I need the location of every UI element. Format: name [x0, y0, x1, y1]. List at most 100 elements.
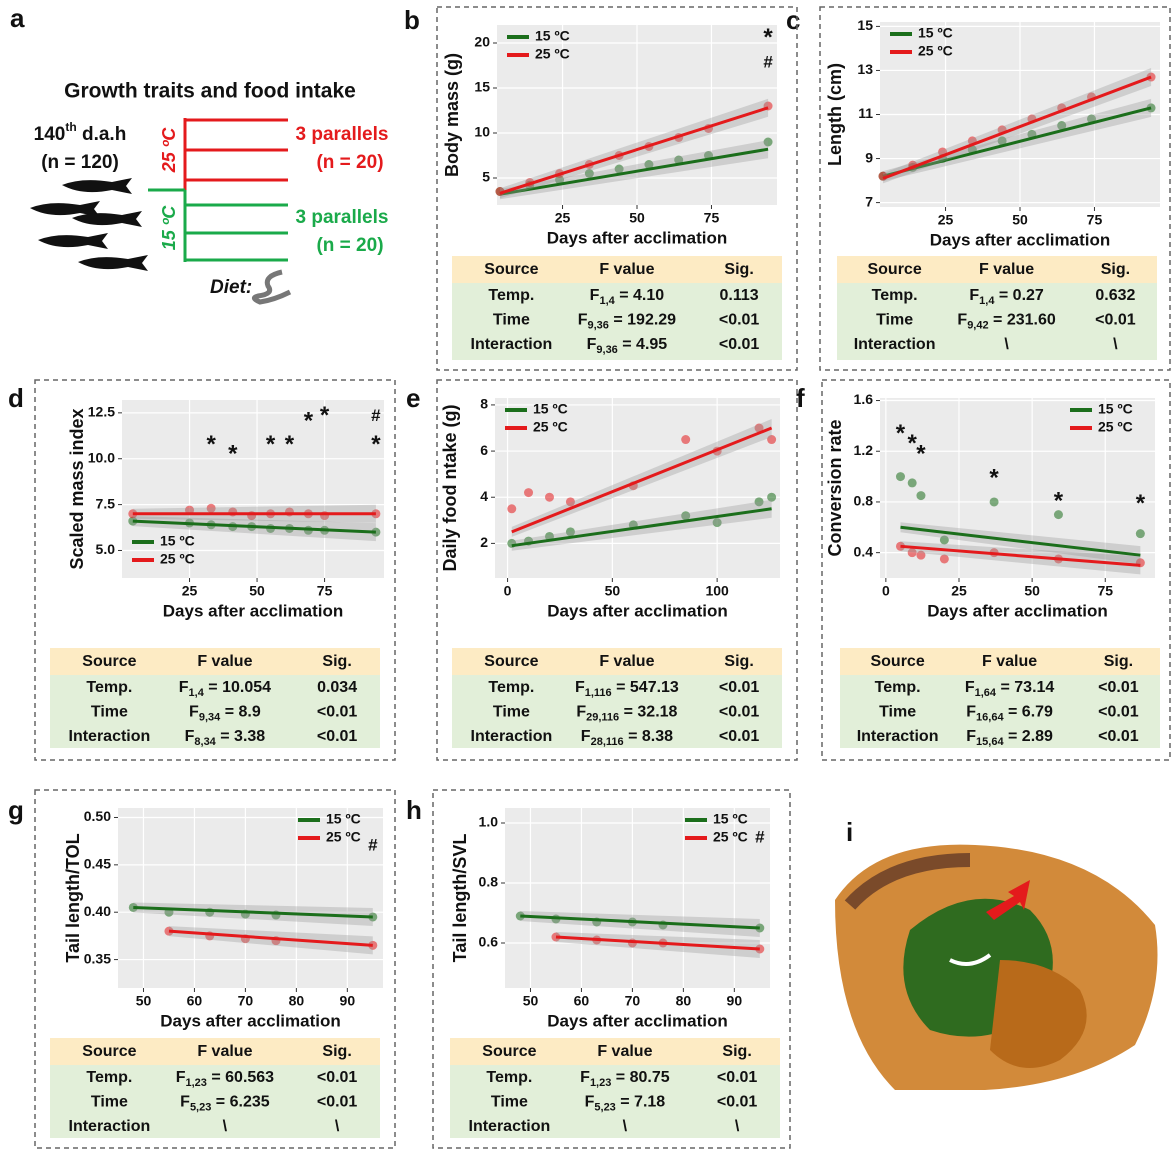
x-axis-title: Days after acclimation — [930, 230, 1110, 249]
f-stat: = 547.13 — [612, 679, 679, 696]
data-point — [1057, 121, 1067, 131]
cold-label: 15 ºC — [159, 205, 179, 251]
x-tick-label: 70 — [238, 993, 254, 1009]
table-cell: <0.01 — [719, 728, 760, 745]
legend-label: 15 ºC — [160, 533, 195, 549]
f-value: F5,23 = 6.235 — [180, 1094, 270, 1114]
f-value: F1,4 = 4.10 — [590, 287, 665, 307]
x-tick-label: 90 — [340, 993, 356, 1009]
x-tick-label: 50 — [605, 583, 621, 599]
x-tick-label: 75 — [1097, 583, 1113, 599]
fit-line — [499, 147, 769, 196]
y-tick-label: 4 — [480, 488, 488, 504]
data-point — [1053, 510, 1063, 520]
data-point — [681, 435, 691, 445]
significance-mark: * — [916, 440, 926, 467]
plot-background — [122, 400, 384, 578]
f-df: 1,4 — [599, 295, 615, 307]
chart: 5.0 7.5 10.0 12.5 25 50 75 Days after acclimati… — [67, 400, 384, 620]
table-header: F value — [599, 261, 654, 278]
legend-label: 25 ºC — [535, 46, 570, 62]
table-cell: 0.632 — [1095, 287, 1135, 304]
table-cell: \ — [223, 1118, 228, 1135]
data-point — [754, 497, 764, 507]
table-cell: <0.01 — [1098, 679, 1139, 696]
f-df: 15,64 — [976, 736, 1004, 748]
f-df: 8,34 — [194, 736, 216, 748]
f-value: F9,42 = 231.60 — [957, 312, 1055, 332]
data-point — [916, 491, 926, 501]
table-header: F value — [979, 261, 1034, 278]
table-cell: Interaction — [854, 336, 936, 353]
table-cell: <0.01 — [317, 704, 358, 721]
table-cell: Interaction — [857, 728, 939, 745]
data-point — [916, 550, 926, 560]
arrow — [986, 880, 1030, 920]
y-tick-label: 1.6 — [854, 391, 874, 407]
table-header: Source — [484, 261, 538, 278]
f-symbol: F — [189, 704, 199, 721]
data-point — [524, 488, 534, 498]
table-header: Sig. — [1104, 653, 1133, 670]
data-point — [1135, 529, 1145, 539]
data-point — [555, 175, 565, 185]
f-value: F1,23 = 60.563 — [176, 1069, 274, 1089]
data-point — [939, 535, 949, 545]
legend-label: 25 ºC — [160, 551, 195, 567]
f-value: F1,4 = 0.27 — [969, 287, 1044, 307]
table-header: F value — [599, 653, 654, 670]
panel-label: f — [796, 383, 805, 413]
significance-mark: * — [763, 24, 773, 51]
f-symbol: F — [575, 679, 585, 696]
significance-mark: * — [266, 431, 276, 458]
legend-label: 25 ºC — [533, 419, 568, 435]
f-symbol: F — [576, 704, 586, 721]
data-point — [989, 497, 999, 507]
table-header: Sig. — [322, 1043, 351, 1060]
f-stat: = 4.95 — [618, 336, 667, 353]
table-cell: \ — [335, 1118, 340, 1135]
y-tick-label: 6 — [480, 442, 488, 458]
x-tick-label: 25 — [555, 210, 571, 226]
data-point — [763, 137, 773, 147]
significance-mark: * — [1136, 490, 1146, 517]
table-cell: <0.01 — [717, 1094, 758, 1111]
significance-mark: * — [320, 402, 330, 429]
y-tick-label: 13 — [857, 61, 873, 77]
x-tick-label: 50 — [136, 993, 152, 1009]
f-stat: = 4.10 — [615, 287, 664, 304]
panel-label: g — [8, 795, 24, 825]
x-tick-label: 50 — [249, 583, 265, 599]
y-axis-title: Length (cm) — [825, 63, 845, 166]
fit-line — [511, 507, 772, 548]
y-axis-title: Tail length/TOL — [63, 833, 83, 962]
f-stat: = 8.38 — [624, 728, 673, 745]
x-tick-label: 50 — [1012, 212, 1028, 228]
table-header: Sig. — [724, 261, 753, 278]
data-point — [681, 511, 691, 521]
table-header: F value — [597, 1043, 652, 1060]
fit-line — [882, 75, 1152, 180]
worm-icon — [252, 269, 292, 305]
table-cell: Time — [493, 704, 530, 721]
data-point — [712, 518, 722, 528]
data-point — [907, 478, 917, 488]
table-cell: Time — [879, 704, 916, 721]
fit-line — [132, 519, 376, 534]
x-axis-title: Days after acclimation — [547, 1011, 727, 1030]
table-cell: <0.01 — [1095, 312, 1136, 329]
f-value: F9,34 = 8.9 — [189, 704, 261, 724]
x-tick-label: 80 — [676, 993, 692, 1009]
data-point — [644, 160, 654, 169]
table-cell: \ — [623, 1118, 628, 1135]
table-cell: Interaction — [69, 728, 151, 745]
warm-n: (n = 20) — [316, 152, 383, 173]
f-stat: = 80.75 — [611, 1069, 669, 1086]
cold-bracket — [148, 188, 288, 262]
data-point — [767, 435, 777, 445]
f-value: F5,23 = 7.18 — [585, 1094, 666, 1114]
y-tick-label: 11 — [858, 105, 873, 121]
f-value: F16,64 = 6.79 — [966, 704, 1053, 724]
f-symbol: F — [587, 336, 597, 353]
